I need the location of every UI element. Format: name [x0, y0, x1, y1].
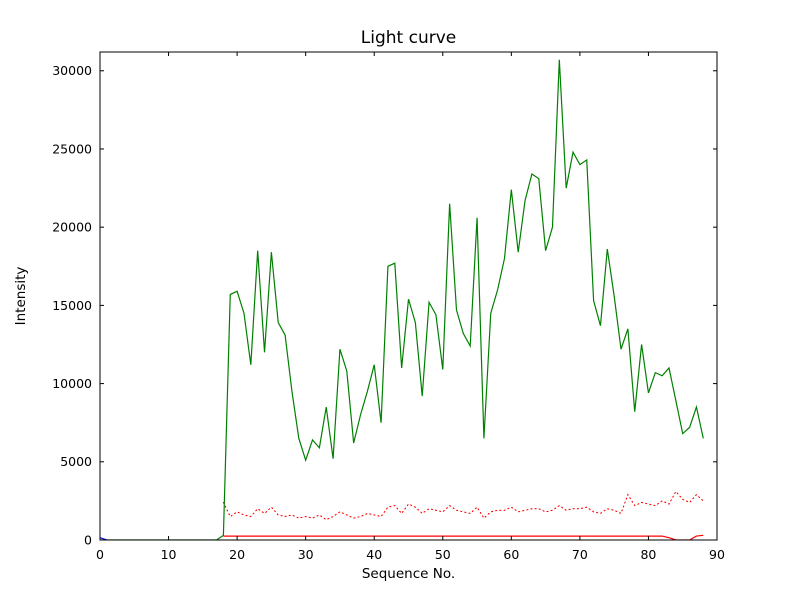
- y-tick-labels: 0 5000 10000 15000 20000 25000 30000: [52, 63, 92, 547]
- x-tick-label: 20: [229, 547, 245, 562]
- y-tick-label: 15000: [52, 298, 92, 313]
- error-series-line: [222, 490, 704, 521]
- x-tick-label: 90: [709, 547, 725, 562]
- y-tick-label: 10000: [52, 376, 92, 391]
- x-axis-label: Sequence No.: [362, 566, 455, 582]
- axes-frame: [99, 51, 718, 541]
- intensity-series-line: [100, 59, 704, 540]
- x-tick-label: 80: [640, 547, 656, 562]
- background-series-line: [223, 534, 704, 540]
- y-tick-label: 30000: [52, 63, 92, 78]
- y-tick-label: 25000: [52, 141, 92, 156]
- x-tick-label: 10: [161, 547, 177, 562]
- x-tick-label: 50: [435, 547, 451, 562]
- x-tick-label: 0: [96, 547, 104, 562]
- x-tick-label: 30: [298, 547, 314, 562]
- chart-title: Light curve: [361, 28, 456, 48]
- y-axis-label: Intensity: [13, 267, 29, 326]
- y-tick-label: 5000: [60, 454, 92, 469]
- x-tick-label: 70: [572, 547, 588, 562]
- x-tick-label: 40: [366, 547, 382, 562]
- y-tick-label: 20000: [52, 220, 92, 235]
- x-tick-labels: 0 10 20 30 40 50 60 70 80 90: [96, 547, 725, 562]
- tick-marks: [99, 52, 718, 541]
- x-tick-label: 60: [503, 547, 519, 562]
- y-tick-label: 0: [84, 532, 92, 547]
